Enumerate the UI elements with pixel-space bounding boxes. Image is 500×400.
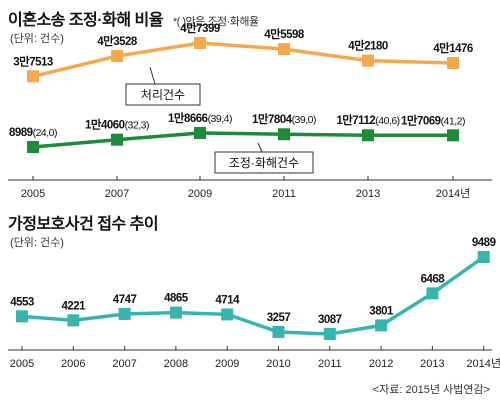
- series-settled-line: [32, 131, 454, 149]
- chart1-title-text: 이혼소송 조정·화해 비율: [8, 12, 163, 29]
- series-processed-label: 4만1476: [433, 41, 473, 55]
- series-processed-label: 4만2180: [348, 39, 388, 53]
- case-intake-point: [477, 251, 490, 263]
- case-intake-point: [221, 308, 234, 321]
- series-processed-label: 4만5598: [264, 27, 305, 41]
- series-settled-point: [362, 129, 374, 142]
- chart2-x-tick-label: 2012: [369, 358, 393, 370]
- series-settled-value: 1만7804: [252, 112, 293, 126]
- chart2-x-tick-label: 2006: [61, 358, 85, 370]
- series-settled-point: [194, 127, 206, 139]
- series-settled-label: 1만4060(32,3): [85, 118, 149, 132]
- chart1-unit: (단위: 건수): [10, 33, 64, 45]
- series-processed-line: [32, 41, 454, 79]
- case-intake-point: [67, 314, 80, 327]
- chart2-unit: (단위: 건수): [10, 237, 64, 249]
- case-intake-label: 3801: [369, 305, 394, 317]
- chart2-title: 가정보호사건 접수 추이: [8, 216, 159, 233]
- case-intake-label: 4865: [164, 293, 189, 305]
- case-intake-label: 4714: [215, 294, 240, 306]
- series-settled-rate: (39,4): [208, 113, 232, 125]
- series-processed-point: [111, 50, 123, 63]
- legend-processed-leader: [149, 66, 156, 85]
- case-intake-label: 3257: [267, 312, 291, 324]
- series-settled-label: 1만8666(39,4): [168, 111, 232, 125]
- series-settled-point: [278, 128, 290, 141]
- case-intake-point: [118, 308, 131, 321]
- chart1-x-tick-label: 2009: [188, 188, 212, 200]
- series-processed-label: 3만7513: [13, 54, 53, 68]
- series-processed-label: 4만7399: [180, 21, 220, 35]
- chart2-x-tick-label: 2007: [112, 358, 136, 370]
- series-settled-rate: (32,3): [125, 120, 149, 132]
- series-settled-rate: (41,2): [441, 115, 465, 127]
- series-settled-value: 1만4060: [85, 118, 125, 132]
- series-settled-label: 8989(24,0): [9, 127, 57, 139]
- case-intake-point: [169, 306, 182, 319]
- case-intake-label: 4553: [10, 296, 34, 308]
- series-settled-point: [27, 141, 39, 153]
- chart1-x-tick-label: 2005: [21, 188, 45, 200]
- series-settled-label: 1만7112(40,6): [336, 113, 399, 127]
- case-intake-label: 4221: [62, 300, 87, 312]
- source-note: <자료: 2015년 사법연감>: [372, 384, 490, 396]
- series-processed-point: [278, 43, 290, 56]
- case-intake-label: 6468: [421, 273, 446, 285]
- chart1-svg: 2005 2007 2009 2011 2013 2014년 3만7513 4만3528 4만7…: [8, 21, 492, 200]
- case-intake-point: [426, 287, 439, 300]
- series-settled-rate: (39,0): [292, 114, 316, 126]
- chart2-x-tick-label: 2009: [215, 358, 239, 370]
- series-settled-rate: (40,6): [375, 115, 399, 127]
- series-processed-point: [27, 70, 39, 83]
- chart1-x-tick-label: 2007: [105, 188, 129, 200]
- chart2-x-tick-label: 2013: [420, 358, 444, 370]
- case-intake-point: [272, 325, 285, 338]
- chart2-x-tick-label: 2008: [164, 358, 188, 370]
- chart1-title: 이혼소송 조정·화해 비율 *( )안은 조정·화해율: [8, 6, 259, 30]
- series-settled-label: 1만7069(41,2): [401, 113, 465, 127]
- legend-settled-label: 조정·화해건수: [229, 156, 299, 170]
- chart1-x-tick-label: 2013: [356, 188, 380, 200]
- series-processed-point: [194, 37, 206, 49]
- case-intake-point: [323, 328, 336, 340]
- series-settled-point: [111, 133, 123, 146]
- legend-settled-box: [214, 151, 314, 174]
- case-intake-point: [375, 319, 388, 332]
- series-processed-label: 4만3528: [97, 34, 138, 48]
- chart2-x-tick-label: 2011: [318, 358, 342, 370]
- legend-processed-box: [125, 83, 201, 106]
- case-intake-point: [16, 310, 28, 323]
- legend-processed-label: 처리건수: [141, 88, 185, 102]
- case-intake-line: [21, 255, 485, 336]
- series-settled-label: 1만7804(39,0): [252, 112, 316, 126]
- legend-settled-leader: [257, 142, 263, 153]
- series-settled-value: 1만7069: [401, 113, 441, 127]
- chart2-x-tick-label: 2014년: [466, 357, 500, 370]
- series-settled-rate: (24,0): [33, 127, 57, 139]
- series-settled-value: 8989: [9, 127, 33, 139]
- series-processed-point: [362, 54, 374, 67]
- chart2-x-tick-label: 2010: [266, 358, 290, 370]
- chart1-note: *( )안은 조정·화해율: [172, 16, 259, 28]
- series-settled-value: 1만7112: [336, 113, 375, 127]
- case-intake-label: 4747: [113, 294, 137, 306]
- chart1-x-tick-label: 2014년: [436, 187, 471, 200]
- case-intake-label: 3087: [318, 314, 342, 326]
- chart1-x-tick-label: 2011: [272, 188, 296, 200]
- series-settled-value: 1만8666: [168, 111, 208, 125]
- series-settled-point: [447, 129, 459, 142]
- chart2-x-tick-label: 2005: [10, 358, 34, 370]
- series-processed-point: [447, 57, 459, 69]
- case-intake-label: 9489: [472, 237, 496, 249]
